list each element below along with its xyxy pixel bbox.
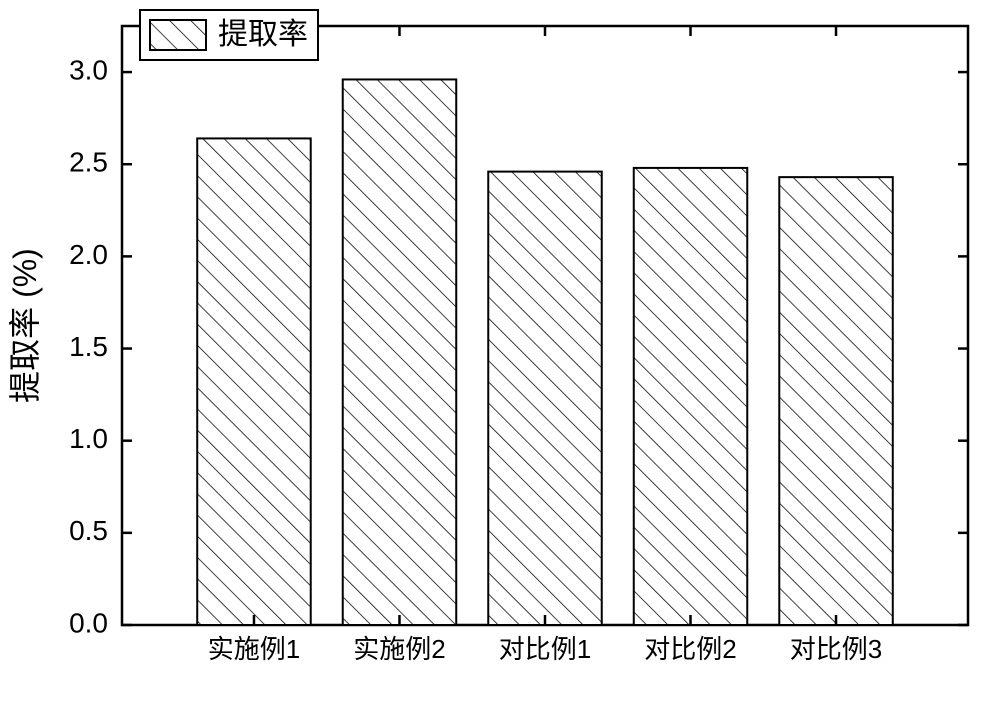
y-tick-label: 1.0 (69, 423, 108, 454)
y-tick-label: 3.0 (69, 54, 108, 85)
x-tick-label: 对比例1 (499, 634, 591, 664)
chart-svg: 0.0 0.5 1.0 1.5 2.0 2.5 3.0 提取率 (%) 实施例1 实施例2 对比例1… (0, 0, 1000, 713)
bar (634, 168, 747, 625)
y-tick-label: 1.5 (69, 331, 108, 362)
x-tick-label: 实施例1 (208, 634, 300, 664)
y-tick-label: 0.5 (69, 515, 108, 546)
y-tick-label: 2.5 (69, 147, 108, 178)
y-axis-title: 提取率 (%) (7, 248, 43, 403)
x-tick-label: 实施例2 (353, 634, 445, 664)
x-tick-label: 对比例2 (644, 634, 736, 664)
legend: 提取率 (140, 10, 318, 60)
bar-chart: 0.0 0.5 1.0 1.5 2.0 2.5 3.0 提取率 (%) 实施例1 实施例2 对比例1… (0, 0, 1000, 713)
legend-label: 提取率 (218, 18, 308, 51)
y-tick-label: 0.0 (69, 607, 108, 638)
bar (343, 79, 456, 625)
bar (197, 138, 310, 625)
y-tick-label: 2.0 (69, 239, 108, 270)
x-tick-label: 对比例3 (790, 634, 882, 664)
bar (779, 177, 892, 625)
bar (488, 172, 601, 625)
